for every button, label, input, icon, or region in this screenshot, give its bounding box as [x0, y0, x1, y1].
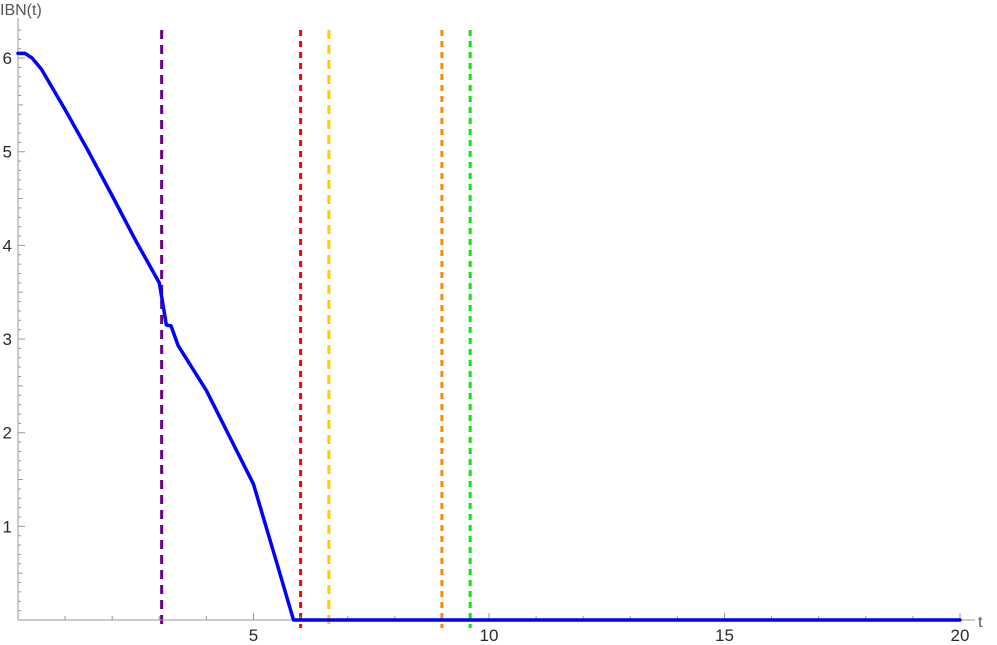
x-axis-label: t: [978, 614, 983, 631]
y-tick-label: 3: [3, 330, 12, 349]
series-group: [16, 51, 962, 622]
y-tick-label: 1: [3, 517, 12, 536]
x-tick-label: 5: [249, 626, 258, 645]
axis-ticks: [18, 29, 961, 620]
x-tick-label: 20: [951, 626, 970, 645]
y-tick-label: 4: [3, 236, 12, 255]
y-tick-label: 2: [3, 424, 12, 443]
x-tick-label: 15: [715, 626, 734, 645]
y-axis-label: IBN(t): [0, 2, 42, 19]
vertical-reference-lines: [160, 30, 472, 628]
x-tick-label: 10: [480, 626, 499, 645]
series-line: [16, 51, 962, 622]
y-tick-label: 6: [3, 49, 12, 68]
y-tick-label: 5: [3, 143, 12, 162]
tick-labels: 5 10 15 20 1 2 3 4 5 6: [3, 49, 970, 645]
